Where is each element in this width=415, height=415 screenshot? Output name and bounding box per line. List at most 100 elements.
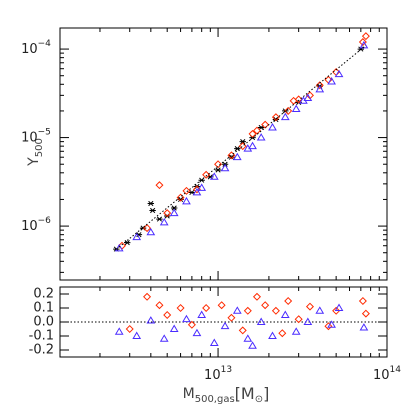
diamond-point xyxy=(361,309,370,318)
y-tick-label: 10−6 xyxy=(21,216,51,234)
triangle-point xyxy=(197,310,207,318)
diamond-point xyxy=(305,302,314,311)
triangle-point xyxy=(209,172,219,180)
triangle-point xyxy=(268,123,277,131)
diamond-point xyxy=(227,313,236,322)
x-tick-base: 10 xyxy=(373,368,390,383)
y-tick-base: 10 xyxy=(21,219,38,234)
asterisk-point xyxy=(228,154,235,160)
triangle-point xyxy=(169,208,179,217)
x-tick-exp: 14 xyxy=(390,365,402,375)
diamond-point xyxy=(163,310,172,320)
diamond-point xyxy=(278,329,287,338)
triangle-point xyxy=(132,232,142,241)
diamond-point xyxy=(155,301,164,310)
triangle-point xyxy=(291,327,301,335)
diamond-point xyxy=(332,306,341,315)
diamond-point xyxy=(284,296,293,306)
y-tick-label: 0.2 xyxy=(33,287,54,302)
asterisk-point xyxy=(188,189,196,196)
x-label-unit-sub: ⊙ xyxy=(255,394,263,405)
triangle-point xyxy=(182,314,191,323)
triangle-point xyxy=(280,112,290,121)
diamond-point xyxy=(176,303,185,313)
diamond-point xyxy=(187,320,196,329)
asterisk-point xyxy=(239,139,246,145)
diamond-point xyxy=(252,126,261,135)
y-tick-base: 10 xyxy=(21,130,38,145)
triangle-point xyxy=(327,77,336,85)
triangle-point xyxy=(209,338,219,346)
triangle-point xyxy=(248,341,257,349)
x-tick-label: 1014 xyxy=(373,365,401,383)
triangle-point xyxy=(197,183,207,191)
triangle-point xyxy=(256,317,266,325)
triangle-point xyxy=(291,104,301,113)
x-tick-label: 1013 xyxy=(204,365,232,383)
triangle-point xyxy=(114,243,124,252)
triangle-point xyxy=(192,187,202,196)
asterisk-point xyxy=(170,205,178,211)
y-tick-label: 10−5 xyxy=(21,127,51,145)
diamond-point xyxy=(252,292,261,301)
x-label-sub: 500,gas xyxy=(195,394,235,405)
triangle-point xyxy=(315,84,325,93)
triangle-point xyxy=(220,321,230,330)
triangle-point xyxy=(232,152,242,161)
y-tick-label: -0.1 xyxy=(29,329,54,344)
y-tick-label: 10−4 xyxy=(21,39,51,57)
diamond-point xyxy=(315,81,324,90)
triangle-point xyxy=(159,217,169,226)
x-label-main: M xyxy=(183,386,195,402)
triangle-point xyxy=(303,93,313,101)
asterisk-point xyxy=(147,200,155,207)
triangle-point xyxy=(169,324,179,332)
triangle-point xyxy=(315,306,325,314)
diamond-point xyxy=(358,38,367,47)
y-tick-base: 10 xyxy=(21,42,38,57)
diamond-point xyxy=(182,186,191,195)
triangle-point xyxy=(334,303,344,311)
diamond-point xyxy=(227,151,236,160)
diamond-point xyxy=(243,306,252,315)
diamond-point xyxy=(248,129,257,138)
diamond-point xyxy=(358,296,367,306)
asterisk-point xyxy=(156,216,163,222)
triangle-point xyxy=(303,317,313,325)
diamond-point xyxy=(217,301,226,310)
x-label-unit: [M xyxy=(235,384,255,403)
triangle-point xyxy=(146,316,156,324)
triangle-point xyxy=(232,306,242,314)
triangle-point xyxy=(248,141,257,150)
x-label-unit: ] xyxy=(263,384,269,403)
triangle-point xyxy=(359,40,369,49)
x-tick-base: 10 xyxy=(204,368,221,383)
triangle-point xyxy=(220,163,230,172)
diamond-point xyxy=(361,32,370,41)
diamond-point xyxy=(284,106,293,115)
diamond-point xyxy=(294,315,303,324)
triangle-point xyxy=(243,334,253,342)
y-tick-exp: −4 xyxy=(38,39,52,49)
y-label-main: Y xyxy=(26,157,42,167)
triangle-point xyxy=(268,331,277,339)
diamond-point xyxy=(261,120,270,129)
plot-frame xyxy=(59,27,388,281)
y-tick-exp: −5 xyxy=(38,127,51,137)
diamond-point xyxy=(163,209,172,218)
y-tick-label: -0.2 xyxy=(29,343,54,358)
fit-line xyxy=(116,45,367,250)
diamond-point xyxy=(155,181,164,190)
triangle-point xyxy=(182,196,191,205)
diamond-point xyxy=(324,322,333,331)
triangle-point xyxy=(256,133,266,141)
diamond-point xyxy=(261,301,270,310)
triangle-point xyxy=(159,334,169,342)
diamond-point xyxy=(143,224,152,233)
diamond-point xyxy=(176,193,185,202)
x-axis-label: M500,gas[M⊙] xyxy=(183,384,270,406)
diamond-point xyxy=(271,306,280,315)
diamond-point xyxy=(125,324,134,334)
asterisk-point xyxy=(214,167,222,173)
